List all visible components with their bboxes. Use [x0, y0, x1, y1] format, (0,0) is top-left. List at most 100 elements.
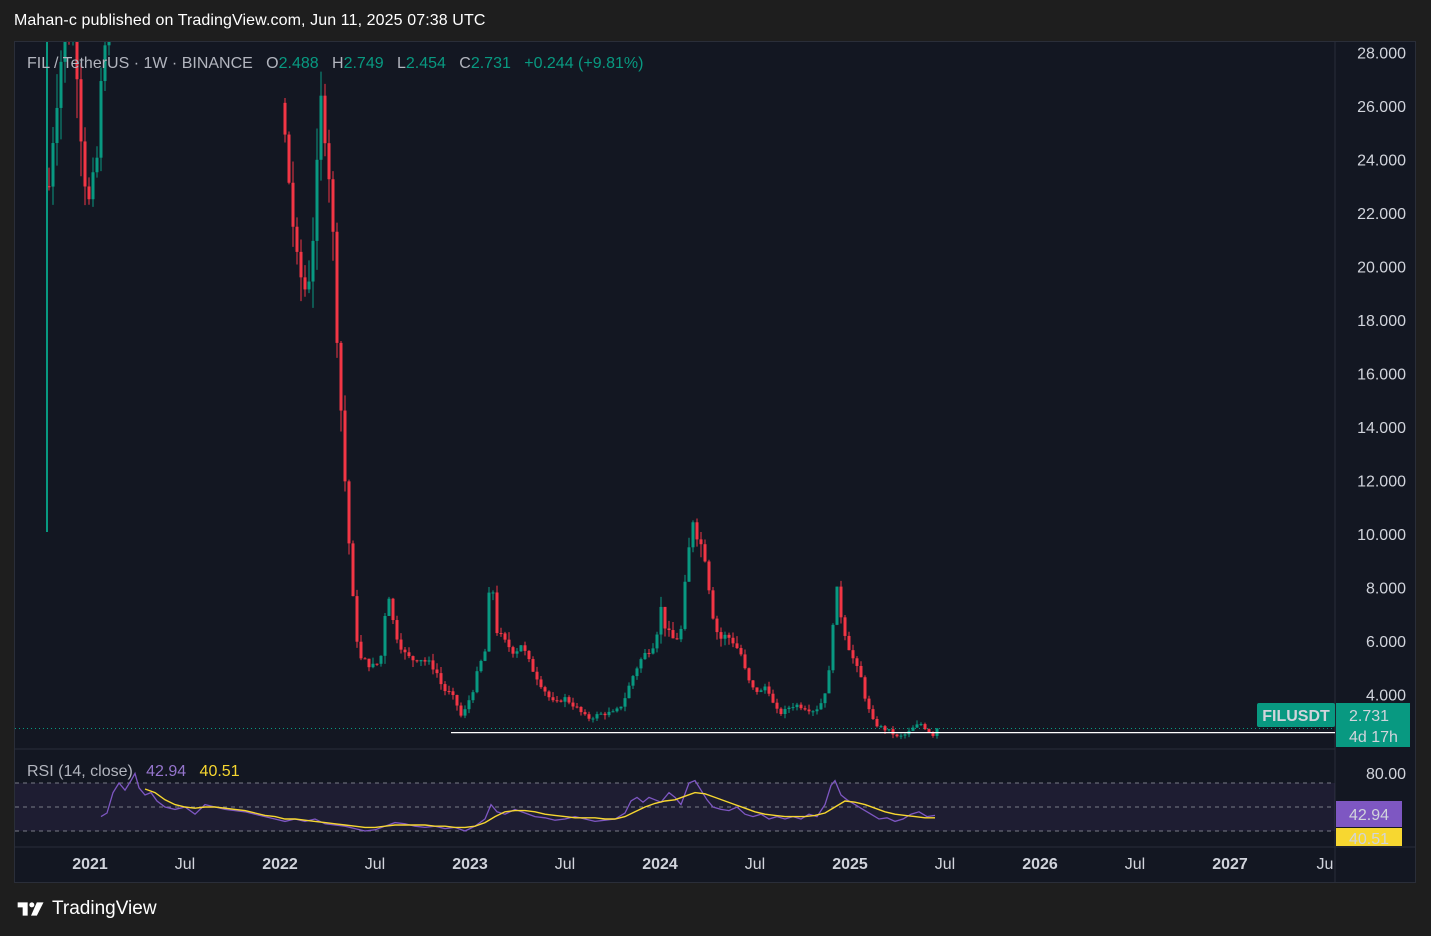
candle: [107, 42, 111, 56]
candle: [283, 97, 287, 143]
rsi-ma-tag: 40.51: [1336, 828, 1402, 848]
symbol-title[interactable]: FIL / TetherUS · 1W · BINANCE: [27, 55, 253, 72]
candle: [667, 620, 671, 637]
candle: [523, 641, 527, 656]
time-tick-label: Jul: [365, 856, 385, 873]
candle: [643, 649, 647, 660]
candle-body: [399, 639, 403, 650]
candle: [563, 693, 567, 708]
candle: [463, 705, 467, 719]
candle: [763, 683, 767, 694]
candle: [367, 658, 371, 672]
candle: [903, 733, 907, 739]
candle-body: [415, 660, 419, 662]
rsi-ma-tag-bg: [1336, 828, 1402, 846]
candle: [83, 127, 87, 206]
candle: [411, 655, 415, 668]
candle: [95, 146, 99, 178]
grid-layer: [15, 42, 1415, 882]
candle-body: [839, 586, 843, 618]
low-value: 2.454: [405, 55, 446, 72]
candle: [75, 42, 79, 119]
candle: [799, 702, 803, 711]
chart-canvas[interactable]: 28.000 26.000 24.000 22.000 20.000 18.000 16.0…: [15, 42, 1415, 882]
candle: [491, 590, 495, 601]
price-tick-label: 14.000: [1357, 420, 1406, 437]
candle-body: [447, 691, 451, 693]
candle: [103, 42, 107, 92]
candle: [663, 606, 667, 637]
candle: [87, 177, 91, 205]
chart-container[interactable]: 28.000 26.000 24.000 22.000 20.000 18.000 16.0…: [14, 41, 1416, 883]
candle-body: [51, 143, 55, 187]
candle-body: [611, 711, 615, 713]
candle: [767, 681, 771, 697]
candle-body: [287, 134, 291, 183]
candle-body: [523, 645, 527, 651]
candle: [727, 632, 731, 645]
candle: [299, 239, 303, 302]
candle-body: [527, 650, 531, 660]
candle-body: [539, 679, 543, 688]
candle: [475, 666, 479, 694]
candle: [79, 63, 83, 177]
candle: [671, 622, 675, 639]
candle: [455, 694, 459, 711]
time-tick-label: 2023: [452, 856, 488, 873]
candle: [831, 623, 835, 674]
candle-body: [339, 342, 343, 411]
time-tick-label: Jul: [935, 856, 955, 873]
change-value: +0.244 (+9.81%): [524, 55, 644, 72]
candle-body: [355, 596, 359, 642]
candle: [791, 702, 795, 711]
candle: [68, 42, 70, 45]
candle: [587, 711, 591, 722]
ticker-tag-text: FILUSDT: [1262, 708, 1330, 725]
candle: [399, 633, 403, 654]
candle: [351, 540, 355, 597]
candle-body: [723, 634, 727, 639]
price-tick-label: 6.000: [1366, 634, 1406, 651]
candle: [527, 650, 531, 663]
candle-body: [559, 700, 563, 702]
last-price-tag: FILUSDT 2.731 4d 17h: [1257, 703, 1410, 747]
candle: [99, 67, 103, 172]
rsi-value-tag-bg: [1336, 801, 1402, 827]
candle: [683, 574, 687, 631]
candle: [747, 667, 751, 684]
candle-body: [407, 652, 411, 657]
candle: [915, 720, 919, 729]
candle: [863, 675, 867, 702]
candle-body: [767, 686, 771, 694]
candle: [375, 663, 379, 666]
price-tag-price: 2.731: [1349, 708, 1389, 725]
candle-body: [775, 702, 779, 709]
candle: [535, 666, 539, 686]
candle-body: [531, 659, 535, 672]
candle: [571, 697, 575, 710]
candle: [803, 705, 807, 711]
candle-body: [623, 698, 627, 707]
rsi-ma-value: 40.51: [199, 763, 240, 780]
tradingview-logo[interactable]: TradingView: [16, 898, 157, 920]
candle-body: [747, 668, 751, 681]
candle-body: [931, 732, 935, 736]
price-tick-label: 12.000: [1357, 474, 1406, 491]
candle-body: [459, 705, 463, 716]
candle: [855, 656, 859, 673]
candle-body: [371, 663, 375, 668]
candle-body: [659, 606, 663, 635]
time-tick-label: Jul: [1125, 856, 1145, 873]
candle: [807, 704, 811, 715]
candle-body: [551, 697, 555, 701]
candle: [635, 666, 639, 680]
candle-body: [567, 697, 571, 703]
price-tick-label: 26.000: [1357, 99, 1406, 116]
candle-body: [391, 598, 395, 621]
rsi-legend[interactable]: RSI (14, close) 42.94 40.51: [27, 763, 240, 781]
candle: [323, 83, 327, 157]
candle: [447, 685, 451, 695]
candle-body: [451, 691, 455, 696]
candle: [731, 632, 735, 648]
candle: [319, 71, 323, 181]
